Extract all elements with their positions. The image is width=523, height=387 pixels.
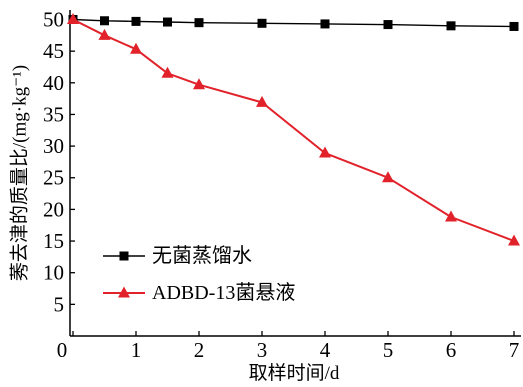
y-tick-label-9: 50 bbox=[43, 7, 64, 31]
y-axis-title: 莠去津的质量比/(mg·kg⁻¹) bbox=[9, 65, 31, 281]
legend-square-marker bbox=[119, 251, 129, 261]
legend-item-series-2: ADBD-13菌悬液 bbox=[103, 281, 295, 304]
series-1-point-7 bbox=[383, 20, 393, 30]
series-2-point-0 bbox=[67, 12, 79, 24]
y-tick-label-5: 30 bbox=[43, 134, 64, 158]
series-2-point-7 bbox=[382, 171, 394, 183]
y-tick-label-2: 15 bbox=[43, 229, 64, 253]
x-tick-label-4: 4 bbox=[320, 338, 331, 362]
series-1-point-5 bbox=[257, 18, 267, 28]
series-1-point-9 bbox=[509, 21, 519, 31]
x-tick-label-1: 1 bbox=[131, 338, 142, 362]
y-tick-label-1: 10 bbox=[43, 261, 64, 285]
series-1-point-2 bbox=[131, 16, 141, 26]
series-2-point-1 bbox=[98, 28, 111, 40]
series-1-point-8 bbox=[446, 21, 456, 31]
legend-label-series-2: ADBD-13菌悬液 bbox=[152, 281, 295, 304]
series-2-point-2 bbox=[130, 42, 142, 54]
y-tick-label-8: 45 bbox=[43, 39, 64, 63]
series-2-point-4 bbox=[193, 78, 205, 90]
x-tick-label-2: 2 bbox=[194, 338, 205, 362]
x-axis-title: 取样时间/d bbox=[249, 362, 340, 384]
x-tick-labels: 0 1 2 3 4 5 6 7 bbox=[57, 338, 520, 362]
series-2 bbox=[67, 12, 520, 246]
legend: 无菌蒸馏水 ADBD-13菌悬液 bbox=[103, 244, 295, 304]
x-tick-label-7: 7 bbox=[509, 338, 520, 362]
series-2-point-9 bbox=[508, 234, 520, 246]
legend-item-series-1: 无菌蒸馏水 bbox=[103, 244, 252, 267]
axes bbox=[69, 10, 521, 337]
axis-ticks bbox=[70, 18, 515, 336]
y-tick-label-7: 40 bbox=[43, 71, 64, 95]
series-1-point-6 bbox=[320, 19, 330, 29]
x-tick-label-3: 3 bbox=[257, 338, 268, 362]
y-tick-labels: 5 10 15 20 25 30 35 40 45 50 bbox=[43, 7, 64, 316]
y-tick-label-0: 5 bbox=[54, 292, 65, 316]
y-tick-label-3: 20 bbox=[43, 197, 64, 221]
series-1-line bbox=[72, 18, 515, 28]
y-tick-label-6: 35 bbox=[43, 102, 64, 126]
series-1-point-4 bbox=[194, 18, 204, 28]
x-tick-label-0: 0 bbox=[57, 338, 68, 362]
legend-label-series-1: 无菌蒸馏水 bbox=[152, 244, 252, 267]
series-2-point-3 bbox=[161, 66, 174, 78]
x-tick-label-6: 6 bbox=[446, 338, 457, 362]
legend-triangle-marker bbox=[118, 286, 130, 298]
series-2-point-8 bbox=[445, 210, 457, 222]
series-2-point-6 bbox=[319, 146, 331, 158]
series-2-point-5 bbox=[256, 95, 268, 107]
series-1-point-3 bbox=[163, 17, 172, 27]
x-tick-label-5: 5 bbox=[383, 338, 394, 362]
y-tick-label-4: 25 bbox=[43, 166, 64, 190]
series-1 bbox=[68, 14, 519, 31]
series-1-point-1 bbox=[100, 16, 109, 26]
series-2-line bbox=[72, 18, 515, 242]
series-layer bbox=[67, 12, 520, 246]
